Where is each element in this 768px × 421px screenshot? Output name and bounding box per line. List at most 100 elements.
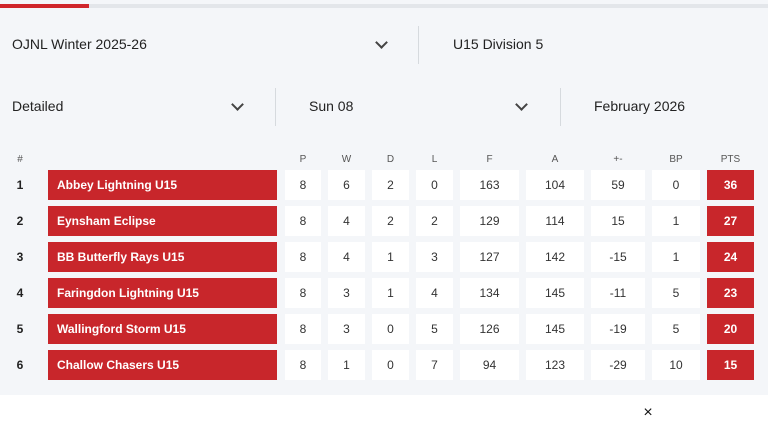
table-row: 6 Challow Chasers U15 8 1 0 7 94 123 -29… [0, 350, 768, 380]
for-cell: 94 [460, 350, 519, 380]
column-header-points: PTS [720, 154, 741, 165]
progress-bar [0, 4, 768, 8]
for-cell: 163 [460, 170, 519, 200]
for-cell: 126 [460, 314, 519, 344]
played-cell: 8 [285, 278, 321, 308]
month-select-value: February 2026 [594, 98, 686, 114]
played-cell: 8 [285, 350, 321, 380]
lost-cell: 5 [416, 314, 453, 344]
drawn-cell: 2 [372, 206, 409, 236]
played-cell: 8 [285, 170, 321, 200]
points-cell: 36 [707, 170, 754, 200]
day-select[interactable]: Sun 08 [309, 96, 528, 116]
drawn-cell: 1 [372, 242, 409, 272]
for-cell: 134 [460, 278, 519, 308]
close-icon[interactable]: × [643, 404, 653, 421]
team-name[interactable]: BB Butterfly Rays U15 [48, 242, 277, 272]
for-cell: 129 [460, 206, 519, 236]
view-select-value: Detailed [12, 98, 64, 114]
against-cell: 123 [526, 350, 584, 380]
column-header-difference: +- [613, 154, 623, 165]
points-cell: 20 [707, 314, 754, 344]
team-name[interactable]: Faringdon Lightning U15 [48, 278, 277, 308]
table-row: 1 Abbey Lightning U15 8 6 2 0 163 104 59… [0, 170, 768, 200]
against-cell: 104 [526, 170, 584, 200]
against-cell: 145 [526, 278, 584, 308]
won-cell: 4 [328, 242, 365, 272]
drawn-cell: 1 [372, 278, 409, 308]
against-cell: 142 [526, 242, 584, 272]
difference-cell: -11 [591, 278, 645, 308]
column-header-lost: L [431, 154, 438, 165]
team-name[interactable]: Wallingford Storm U15 [48, 314, 277, 344]
played-cell: 8 [285, 242, 321, 272]
points-cell: 23 [707, 278, 754, 308]
won-cell: 6 [328, 170, 365, 200]
bonus-points-cell: 1 [652, 242, 700, 272]
team-name[interactable]: Abbey Lightning U15 [48, 170, 277, 200]
won-cell: 3 [328, 278, 365, 308]
bonus-points-cell: 5 [652, 314, 700, 344]
position-cell: 5 [16, 322, 24, 336]
filter-divider [275, 88, 276, 126]
competition-select[interactable]: OJNL Winter 2025-26 [12, 34, 388, 54]
bonus-points-cell: 1 [652, 206, 700, 236]
position-cell: 1 [16, 178, 24, 192]
filter-divider [560, 88, 561, 126]
filter-divider [418, 26, 419, 64]
bonus-points-cell: 0 [652, 170, 700, 200]
for-cell: 127 [460, 242, 519, 272]
column-header-bonus-points: BP [669, 154, 683, 165]
progress-fill [0, 4, 90, 8]
chevron-down-icon [515, 97, 528, 111]
column-header-drawn: D [386, 154, 395, 165]
points-cell: 24 [707, 242, 754, 272]
against-cell: 114 [526, 206, 584, 236]
lost-cell: 4 [416, 278, 453, 308]
lost-cell: 3 [416, 242, 453, 272]
lost-cell: 2 [416, 206, 453, 236]
competition-select-value: OJNL Winter 2025-26 [12, 36, 147, 52]
table-row: 4 Faringdon Lightning U15 8 3 1 4 134 14… [0, 278, 768, 308]
team-name[interactable]: Challow Chasers U15 [48, 350, 277, 380]
position-cell: 3 [16, 250, 24, 264]
bonus-points-cell: 5 [652, 278, 700, 308]
won-cell: 3 [328, 314, 365, 344]
column-header-against: A [551, 154, 559, 165]
table-row: 3 BB Butterfly Rays U15 8 4 1 3 127 142 … [0, 242, 768, 272]
played-cell: 8 [285, 314, 321, 344]
table-row: 5 Wallingford Storm U15 8 3 0 5 126 145 … [0, 314, 768, 344]
division-select[interactable]: U15 Division 5 [453, 34, 753, 54]
won-cell: 1 [328, 350, 365, 380]
chevron-down-icon [375, 35, 388, 49]
won-cell: 4 [328, 206, 365, 236]
drawn-cell: 0 [372, 314, 409, 344]
points-cell: 15 [707, 350, 754, 380]
chevron-down-icon [231, 97, 244, 111]
difference-cell: -19 [591, 314, 645, 344]
day-select-value: Sun 08 [309, 98, 354, 114]
against-cell: 145 [526, 314, 584, 344]
difference-cell: -15 [591, 242, 645, 272]
played-cell: 8 [285, 206, 321, 236]
difference-cell: 59 [591, 170, 645, 200]
standings-panel: OJNL Winter 2025-26 U15 Division 5 Detai… [0, 0, 768, 395]
division-select-value: U15 Division 5 [453, 36, 544, 52]
difference-cell: -29 [591, 350, 645, 380]
table-row: 2 Eynsham Eclipse 8 4 2 2 129 114 15 1 2… [0, 206, 768, 236]
position-cell: 2 [16, 214, 24, 228]
bonus-points-cell: 10 [652, 350, 700, 380]
team-name[interactable]: Eynsham Eclipse [48, 206, 277, 236]
drawn-cell: 0 [372, 350, 409, 380]
position-cell: 6 [16, 358, 24, 372]
drawn-cell: 2 [372, 170, 409, 200]
column-header-won: W [341, 154, 352, 165]
column-header-played: P [299, 154, 307, 165]
view-select[interactable]: Detailed [12, 96, 244, 116]
month-select[interactable]: February 2026 [594, 96, 754, 116]
position-cell: 4 [16, 286, 24, 300]
lost-cell: 7 [416, 350, 453, 380]
lost-cell: 0 [416, 170, 453, 200]
column-header-pos: # [17, 154, 23, 165]
difference-cell: 15 [591, 206, 645, 236]
